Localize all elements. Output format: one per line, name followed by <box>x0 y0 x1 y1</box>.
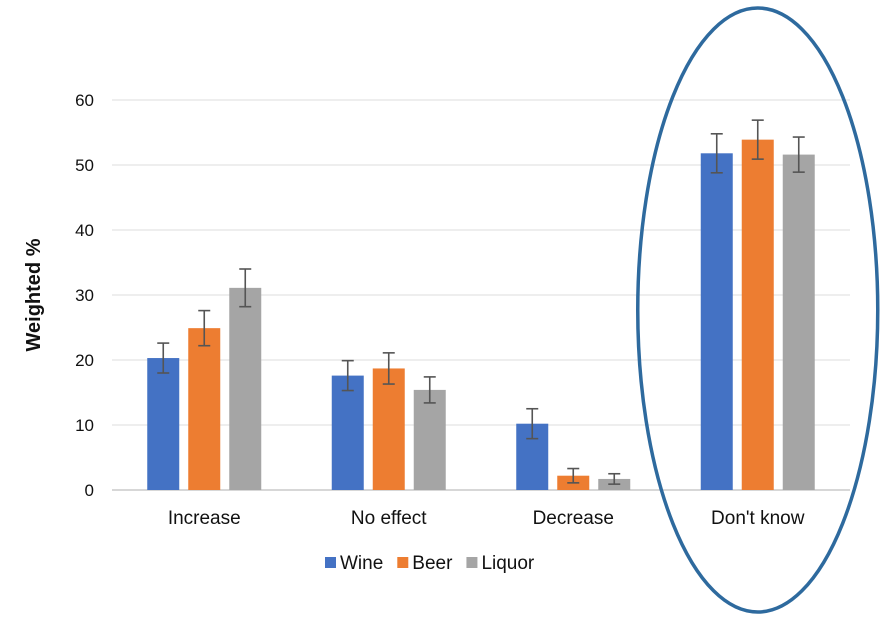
legend-label-beer: Beer <box>412 553 453 574</box>
y-tick-label-30: 30 <box>75 286 94 305</box>
y-tick-label-50: 50 <box>75 156 94 175</box>
legend-label-wine: Wine <box>340 553 383 574</box>
bar-wine-no-effect <box>331 375 364 490</box>
error-bar-wine-decrease <box>526 407 539 440</box>
gridlines <box>112 99 850 491</box>
legend-swatch-beer <box>397 557 409 568</box>
y-tick-labels: 0 10 20 30 40 50 60 <box>75 91 94 500</box>
error-bar-liquor-decrease <box>608 472 621 485</box>
error-bar-beer-decrease <box>567 467 580 484</box>
legend-swatch-wine <box>325 557 336 568</box>
category-label-decrease: Decrease <box>533 508 614 529</box>
category-label-increase: Increase <box>168 508 241 529</box>
y-tick-label-40: 40 <box>75 221 94 240</box>
bar-beer-increase <box>188 328 221 490</box>
error-bar-beer-don-t-know <box>751 119 764 160</box>
bar-wine-increase <box>147 358 180 490</box>
category-label-no-effect: No effect <box>351 508 427 529</box>
error-bar-beer-increase <box>198 309 211 347</box>
bar-liquor-no-effect <box>413 389 446 490</box>
bar-liquor-increase <box>229 287 262 490</box>
y-tick-label-60: 60 <box>75 91 94 110</box>
legend-label-liquor: Liquor <box>481 553 534 574</box>
bars <box>147 139 815 491</box>
error-bars <box>157 119 805 485</box>
bar-beer-don-t-know <box>741 139 774 490</box>
error-bar-beer-no-effect <box>382 352 395 385</box>
bar-beer-no-effect <box>372 368 405 490</box>
error-bar-wine-increase <box>157 342 170 374</box>
category-label-don-t-know: Don't know <box>711 508 805 529</box>
error-bar-liquor-no-effect <box>423 376 436 404</box>
y-axis-label: Weighted % <box>23 238 45 351</box>
error-bar-wine-no-effect <box>341 359 354 392</box>
legend: Wine Beer Liquor <box>325 553 535 574</box>
legend-swatch-liquor <box>466 557 478 568</box>
error-bar-wine-don-t-know <box>710 133 723 174</box>
y-tick-label-0: 0 <box>85 481 94 500</box>
y-tick-label-20: 20 <box>75 351 94 370</box>
category-labels: Increase No effect Decrease Don't know <box>168 508 805 529</box>
bar-wine-don-t-know <box>700 153 733 491</box>
bar-liquor-don-t-know <box>782 154 815 490</box>
error-bar-liquor-don-t-know <box>792 136 805 173</box>
highlight-ellipse <box>636 6 880 614</box>
error-bar-liquor-increase <box>239 268 252 308</box>
y-tick-label-10: 10 <box>75 416 94 435</box>
